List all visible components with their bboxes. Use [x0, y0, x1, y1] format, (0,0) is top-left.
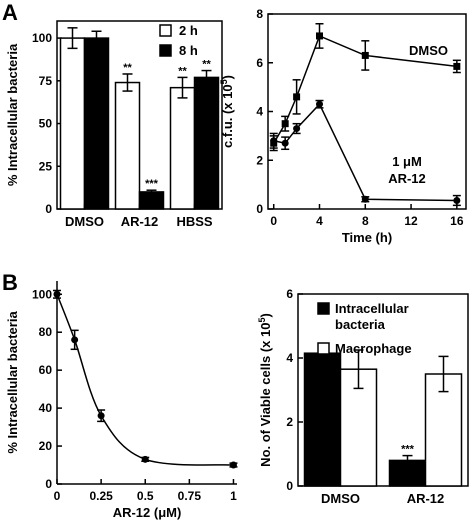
chart-a-right-ytick-label: 4 — [256, 105, 263, 119]
chart-a-left-ytick-label: 100 — [32, 31, 52, 45]
chart-a-right-xtick-label: 0 — [270, 214, 277, 228]
bar-series0-dmso — [303, 352, 342, 487]
chart-a-left-ytick-label: 0 — [45, 202, 52, 216]
series-line-1 — [273, 102, 457, 202]
chart-a-left-ytick-label: 25 — [39, 159, 53, 173]
data-point-square — [281, 120, 289, 128]
chart-b-left-xtick-label: 0.75 — [178, 489, 202, 503]
bar-8h-hbss — [193, 76, 220, 210]
y-axis-label: % Intracellular bacteria — [5, 43, 20, 186]
chart-a-right-xtick-label: 8 — [362, 214, 369, 228]
chart-a-right-xtick-label: 16 — [450, 214, 464, 228]
chart-a-left-ytick-label: 75 — [39, 74, 53, 88]
y-axis-label-main: No. of Viable cells (x 10 — [258, 323, 273, 467]
fit-curve — [56, 294, 234, 466]
data-point-circle — [141, 455, 149, 463]
chart-b-left-ytick-label: 20 — [39, 439, 53, 453]
chart-a-right-ytick-label: 6 — [256, 56, 263, 70]
legend-swatch-0 — [317, 302, 330, 315]
data-point-circle — [281, 139, 289, 147]
data-point-circle — [97, 412, 105, 420]
x-category-label: AR-12 — [407, 491, 445, 506]
chart-b-right-ytick-label: 2 — [286, 415, 293, 429]
series-label-dmso: DMSO — [409, 43, 448, 58]
legend-label-line2: bacteria — [335, 317, 386, 332]
chart-b-right-ytick-label: 4 — [286, 351, 293, 365]
legend-label-line1: Intracellular — [335, 301, 409, 316]
chart-a-right-xtick-label: 12 — [404, 214, 418, 228]
y-axis-label-main: c.f.u. (x 10 — [220, 84, 235, 148]
bar-2h-hbss — [169, 86, 196, 210]
y-axis-label: No. of Viable cells (x 105) — [257, 313, 273, 467]
data-point-circle — [293, 125, 301, 133]
series-label-ar12-line1: 1 μM — [392, 154, 422, 169]
data-point-circle — [270, 137, 278, 145]
data-point-circle — [316, 100, 324, 108]
chart-a-left-ytick-label: 50 — [39, 117, 53, 131]
x-category-label: DMSO — [65, 214, 104, 229]
chart-b-right-ytick-label: 0 — [286, 479, 293, 493]
chart-b-left-ytick-label: 100 — [32, 287, 52, 301]
legend-swatch-1 — [317, 342, 330, 355]
data-point-circle — [453, 196, 461, 204]
chart-a-right-ytick-label: 8 — [256, 7, 263, 21]
series-label-ar12-line2: AR-12 — [388, 171, 426, 186]
chart-b-left-ytick-label: 0 — [45, 477, 52, 491]
y-axis-label-sup: 5 — [257, 318, 267, 323]
significance-marker: *** — [145, 178, 159, 190]
x-axis-label: AR-12 (μM) — [113, 505, 182, 520]
x-axis-label: Time (h) — [342, 230, 392, 245]
significance-marker: ** — [178, 65, 187, 77]
data-point-circle — [71, 336, 79, 344]
significance-marker: ** — [123, 62, 132, 74]
chart-b-right-ytick-label: 6 — [286, 287, 293, 301]
data-point-circle — [53, 290, 61, 298]
significance-marker: ** — [202, 59, 211, 71]
chart-b-left-dose: 0 20 40 60 80 100 0 0.25 0.5 0.75 1 AR-12 (μM) % Int… — [5, 281, 238, 520]
chart-b-left-ytick-label: 60 — [39, 363, 53, 377]
panel-letter-a: A — [2, 0, 18, 25]
bar-2h-dmso — [59, 37, 86, 210]
significance-marker: *** — [401, 444, 415, 456]
data-point-square — [453, 62, 461, 70]
y-axis-label-sup: 5 — [219, 79, 229, 84]
x-category-label: DMSO — [321, 491, 360, 506]
chart-b-left-xtick-label: 1 — [230, 489, 237, 503]
chart-b-left-xtick-label: 0 — [54, 489, 61, 503]
chart-b-left-xtick-label: 0.5 — [137, 489, 154, 503]
chart-a-right-ytick-label: 2 — [256, 153, 263, 167]
x-category-label: HBSS — [176, 214, 212, 229]
chart-b-left-ytick-label: 80 — [39, 325, 53, 339]
data-point-square — [361, 51, 369, 59]
data-point-circle — [361, 195, 369, 203]
bar-series1-ar-12 — [424, 373, 463, 487]
chart-b-right-frame — [297, 293, 469, 487]
bar-2h-ar-12 — [114, 81, 141, 210]
panel-letter-b: B — [2, 270, 18, 295]
legend-label: 8 h — [179, 43, 198, 58]
chart-a-right-ytick-label: 0 — [256, 202, 263, 216]
legend-label: 2 h — [179, 23, 198, 38]
data-point-square — [316, 32, 324, 40]
y-axis-label: % Intracellular bacteria — [5, 311, 20, 454]
y-axis-label-tail: ) — [258, 313, 273, 317]
chart-a-right-xtick-label: 4 — [316, 214, 323, 228]
bar-8h-ar-12 — [138, 191, 165, 210]
data-point-circle — [229, 461, 237, 469]
chart-b-left-xtick-label: 0.25 — [89, 489, 113, 503]
legend-swatch-8h — [159, 44, 172, 57]
bar-8h-dmso — [83, 37, 110, 210]
chart-b-left-ytick-label: 40 — [39, 401, 53, 415]
y-axis-label-tail: ) — [220, 75, 235, 79]
legend-label-line1: Macrophage — [335, 341, 412, 356]
x-category-label: AR-12 — [121, 214, 159, 229]
y-axis-label: c.f.u. (x 105) — [219, 75, 235, 148]
chart-a-right-line: 0 2 4 6 8 0 4 8 12 16 Time (h) DMSO 1 μM AR-12 c.f.u. … — [219, 7, 467, 245]
data-point-square — [293, 93, 301, 101]
legend-swatch-2h — [159, 24, 172, 37]
